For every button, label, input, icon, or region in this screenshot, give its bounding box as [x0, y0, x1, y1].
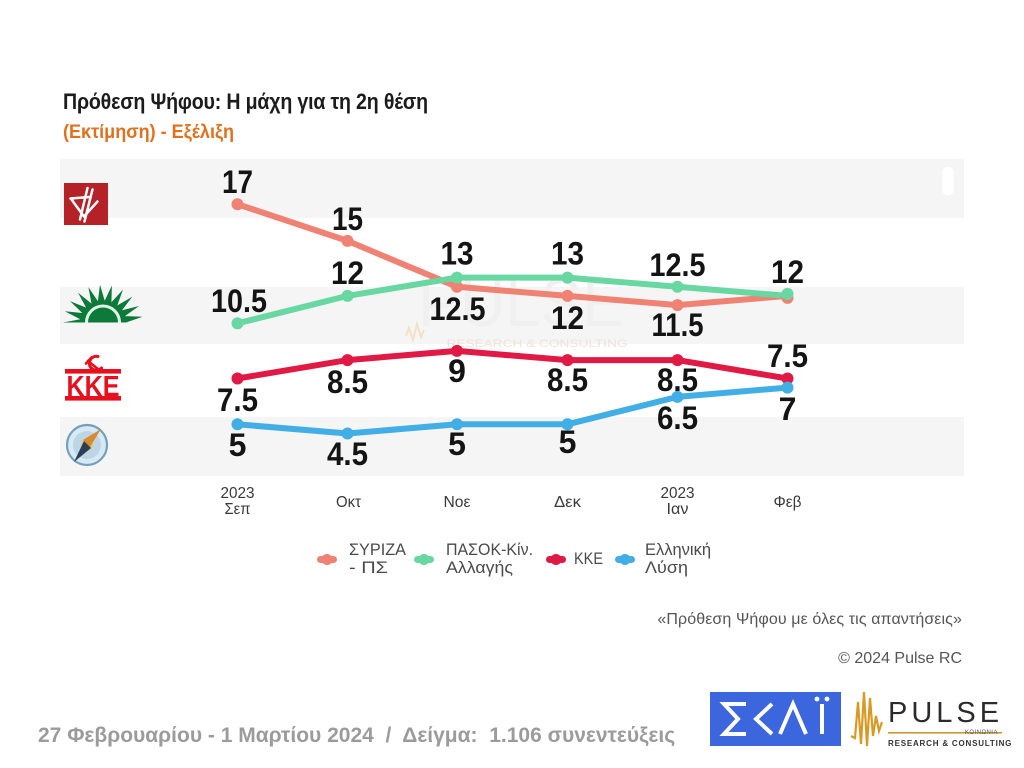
svg-text:13: 13	[441, 236, 474, 272]
svg-text:Ιαν: Ιαν	[667, 501, 689, 518]
svg-text:13: 13	[551, 236, 584, 272]
svg-text:ΚΚΕ: ΚΚΕ	[574, 549, 603, 568]
svg-text:10.5: 10.5	[211, 283, 267, 319]
svg-text:7.5: 7.5	[767, 338, 808, 374]
svg-text:11.5: 11.5	[652, 307, 704, 343]
svg-text:ΚΟΙΝΩΝΙΑ: ΚΟΙΝΩΝΙΑ	[965, 730, 998, 736]
svg-text:ΣΥΡΙΖΑ: ΣΥΡΙΖΑ	[349, 540, 407, 559]
svg-text:7: 7	[779, 391, 797, 427]
svg-text:2023: 2023	[661, 485, 695, 502]
svg-text:ΠΑΣΟΚ-Κίν.: ΠΑΣΟΚ-Κίν.	[446, 540, 533, 559]
svg-text:2023: 2023	[221, 485, 255, 502]
svg-text:12: 12	[331, 255, 364, 291]
svg-text:7.5: 7.5	[217, 382, 258, 418]
svg-text:Οκτ: Οκτ	[336, 494, 362, 511]
svg-text:8.5: 8.5	[327, 364, 368, 400]
svg-text:Νοε: Νοε	[444, 494, 471, 511]
svg-text:9: 9	[448, 353, 466, 389]
svg-text:Φεβ: Φεβ	[774, 494, 802, 511]
svg-text:- ΠΣ: - ΠΣ	[349, 558, 388, 577]
svg-text:12: 12	[551, 300, 584, 336]
svg-text:RESEARCH & CONSULTING: RESEARCH & CONSULTING	[888, 739, 1012, 748]
svg-text:12.5: 12.5	[430, 291, 486, 327]
svg-text:Λύση: Λύση	[645, 558, 688, 577]
svg-text:12.5: 12.5	[650, 247, 706, 283]
svg-text:8.5: 8.5	[657, 362, 698, 398]
svg-text:12: 12	[771, 254, 804, 290]
svg-text:Αλλαγής: Αλλαγής	[446, 558, 513, 577]
svg-text:5: 5	[448, 426, 466, 462]
svg-text:5: 5	[559, 424, 577, 460]
svg-text:17: 17	[222, 164, 253, 200]
svg-text:4.5: 4.5	[327, 436, 368, 472]
svg-text:PULSE: PULSE	[888, 697, 1003, 729]
svg-text:RESEARCH & CONSULTING: RESEARCH & CONSULTING	[447, 338, 628, 350]
svg-text:15: 15	[332, 201, 363, 237]
svg-text:KKE: KKE	[67, 371, 120, 403]
svg-text:Ελληνική: Ελληνική	[645, 540, 711, 559]
svg-text:Σεπ: Σεπ	[225, 501, 251, 518]
svg-text:Δεκ: Δεκ	[554, 494, 582, 511]
svg-text:6.5: 6.5	[657, 400, 698, 436]
svg-text:8.5: 8.5	[547, 362, 588, 398]
svg-text:5: 5	[229, 427, 247, 463]
